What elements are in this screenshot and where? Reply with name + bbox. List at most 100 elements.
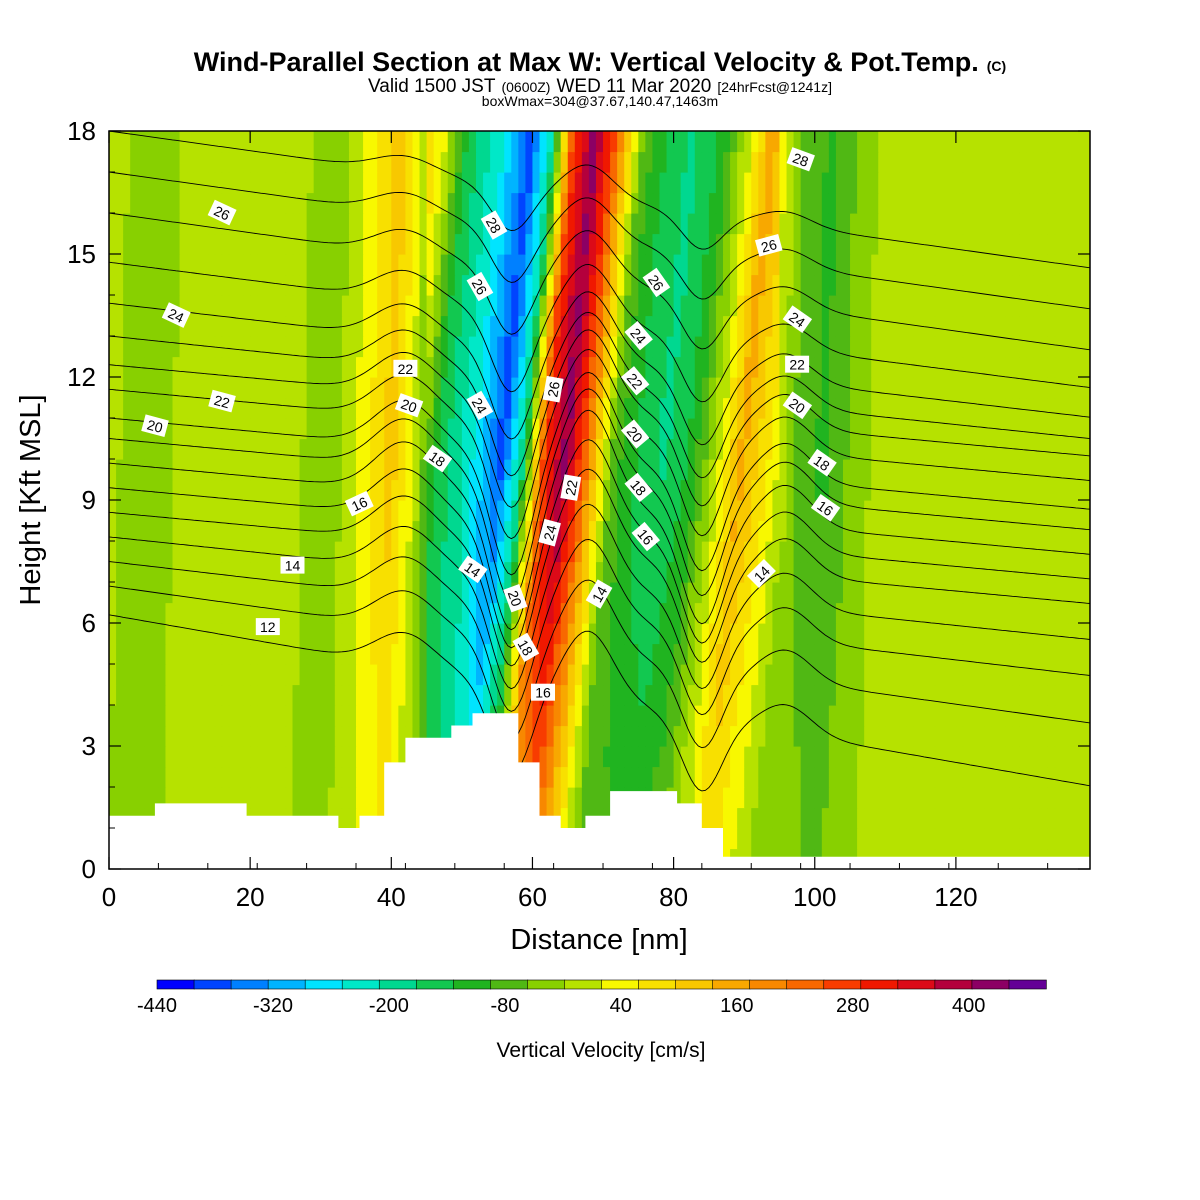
vv-cell [377,131,385,153]
vv-cell [1019,254,1028,276]
vv-cell [412,643,421,665]
vv-cell [532,418,541,440]
vv-cell [892,377,901,399]
vv-cell [356,233,364,255]
vv-cell [991,828,999,850]
vv-cell [779,356,788,378]
vv-cell [391,295,399,317]
vv-cell [264,254,272,276]
vv-cell [807,479,816,501]
vv-cell [137,602,145,624]
vv-cell [779,787,788,809]
vv-cell [645,746,654,768]
vv-cell [793,459,802,481]
vv-cell [1012,664,1021,686]
vv-cell [878,746,886,768]
vv-cell [158,725,167,747]
vv-cell [899,295,908,317]
vv-cell [391,746,399,768]
vv-cell [744,336,752,358]
vv-cell [370,746,378,768]
vv-cell [835,766,844,788]
vv-cell [588,418,597,440]
vv-cell [200,315,209,337]
vv-cell [151,192,160,214]
vv-cell [454,500,463,522]
vv-cell [941,233,950,255]
vv-cell [708,192,717,214]
vv-cell [497,295,505,317]
vv-cell [885,643,893,665]
vv-cell [123,336,131,358]
vv-cell [363,623,371,645]
vv-cell [405,500,414,522]
vv-cell [377,438,385,460]
vv-cell [828,807,837,829]
vv-cell [708,500,717,522]
vv-cell [271,233,279,255]
vv-cell [116,397,124,419]
vv-cell [200,418,209,440]
vv-cell [991,151,999,173]
vv-cell [913,336,922,358]
vv-cell [920,254,929,276]
vv-cell [920,274,929,296]
vv-cell [1040,807,1049,829]
vv-cell [899,582,908,604]
vv-cell [348,192,357,214]
vv-cell [221,192,230,214]
vv-cell [920,356,929,378]
vv-cell [786,602,795,624]
vv-cell [772,438,781,460]
vv-cell [666,500,675,522]
vv-cell [483,561,491,583]
vv-cell [200,336,209,358]
vv-cell [821,725,830,747]
vv-cell [807,356,816,378]
vv-cell [200,582,209,604]
vv-cell [391,172,399,194]
vv-cell [842,623,851,645]
vv-cell [673,356,682,378]
vv-cell [158,602,167,624]
vv-cell [1026,602,1035,624]
vv-cell [419,479,428,501]
vv-cell [751,746,759,768]
vv-cell [998,131,1006,153]
vv-cell [165,131,174,153]
vv-cell [617,151,625,173]
vv-cell [250,356,258,378]
vv-cell [603,315,611,337]
vv-cell [236,233,244,255]
vv-cell [165,520,174,542]
vv-cell [998,336,1006,358]
vv-cell [941,213,950,235]
vv-cell [962,643,971,665]
vv-cell [723,541,731,563]
vv-cell [581,213,590,235]
vv-cell [800,233,809,255]
vv-cell [243,766,251,788]
vv-cell [723,561,731,583]
vv-cell [257,254,265,276]
vv-cell [214,561,223,583]
vv-cell [595,213,604,235]
vv-cell [306,725,315,747]
vv-cell [130,274,138,296]
vv-cell [468,459,477,481]
vv-cell [1033,746,1042,768]
vv-cell [1068,397,1077,419]
vv-cell [1082,520,1090,542]
vv-cell [313,746,322,768]
vv-cell [899,807,908,829]
vv-cell [334,397,343,419]
vv-cell [638,315,646,337]
vv-cell [151,705,160,727]
vv-cell [977,274,985,296]
vv-cell [243,151,251,173]
vv-cell [214,254,223,276]
vv-cell [864,602,872,624]
vv-cell [984,172,992,194]
vv-cell [221,684,230,706]
vv-cell [680,766,689,788]
